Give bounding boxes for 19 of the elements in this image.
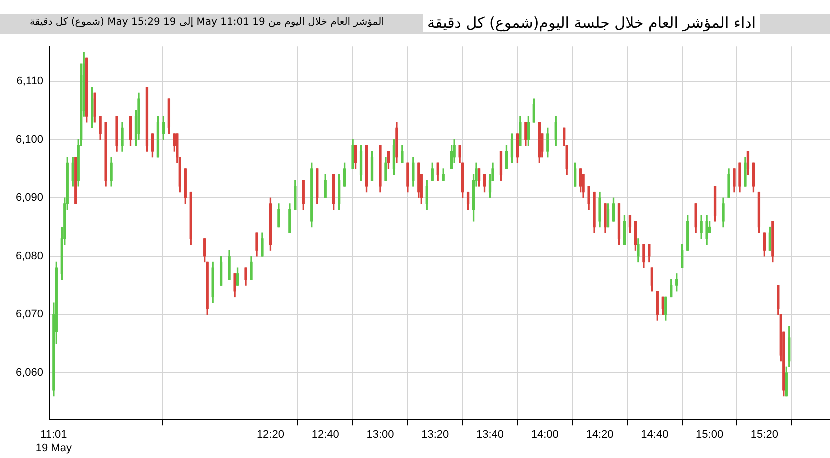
x-tick-label: 14:20	[586, 429, 614, 442]
x-tick-label: 15:00	[696, 429, 724, 442]
x-tick-label: 11:01 19 May	[36, 429, 72, 454]
x-tick-label: 13:20	[422, 429, 450, 442]
x-tick-label: 15:20	[750, 429, 778, 442]
x-tick-label: 14:40	[641, 429, 669, 442]
y-tick-label: 6,100	[16, 134, 44, 146]
x-tick-label: 13:00	[366, 429, 394, 442]
chart-title: اداء المؤشر العام خلال جلسة اليوم(شموع) كل دقيقة	[423, 14, 760, 32]
y-tick-label: 6,080	[16, 250, 44, 262]
x-tick-label: 13:40	[476, 429, 504, 442]
x-tick-label: 12:40	[312, 429, 340, 442]
x-tick-label: 12:20	[256, 429, 284, 442]
y-tick-label: 6,060	[16, 367, 44, 380]
x-tick-label: 14:00	[531, 429, 559, 442]
y-tick-label: 6,070	[16, 308, 44, 321]
y-tick-label: 6,090	[16, 192, 44, 204]
chart-subtitle: المؤشر العام خلال اليوم من 19 May 11:01 إلى 19 May 15:29 (شموع) كل دقيقة	[30, 17, 384, 28]
y-tick-label: 6,110	[16, 76, 44, 88]
